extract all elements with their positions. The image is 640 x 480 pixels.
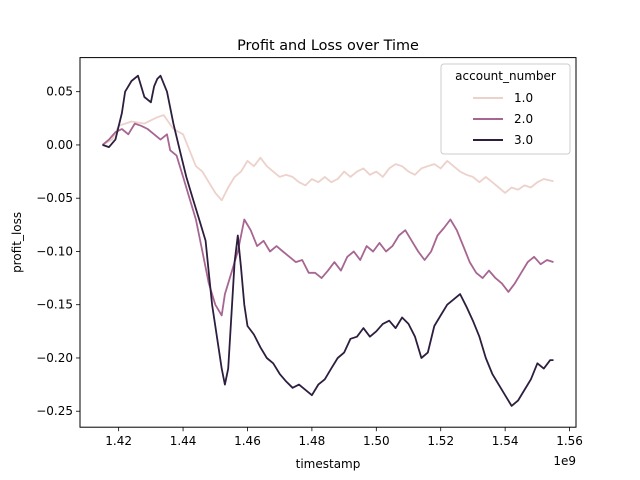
legend-label: 2.0 (514, 112, 533, 126)
x-tick-label: 1.46 (234, 434, 261, 448)
legend-box (440, 63, 571, 155)
series-line-3 (102, 74, 554, 407)
x-tick-label: 1.42 (105, 434, 132, 448)
chart-title: Profit and Loss over Time (237, 38, 419, 54)
x-tick-label: 1.56 (556, 434, 583, 448)
x-tick-label: 1.54 (492, 434, 519, 448)
y-axis-label: profit_loss (10, 212, 24, 273)
series-line-1 (102, 114, 554, 202)
x-tick-label: 1.44 (170, 434, 197, 448)
x-tick-label: 1.48 (299, 434, 326, 448)
x-axis-label: timestamp (296, 457, 361, 471)
axes-frame (79, 57, 577, 428)
x-tick-label: 1.50 (363, 434, 390, 448)
legend: account_number 1.0 2.0 3.0 (440, 63, 571, 155)
y-tick-label: −0.15 (36, 298, 73, 312)
y-tick-label: −0.10 (36, 244, 73, 258)
y-tick-label: −0.05 (36, 191, 73, 205)
y-tick-label: −0.25 (36, 404, 73, 418)
plot-lines (101, 74, 554, 407)
x-axis-offset-label: 1e9 (553, 454, 576, 468)
x-axis-ticks: 1.42 1.44 1.46 1.48 1.50 1.52 1.54 1.56 (105, 427, 583, 448)
legend-label: 3.0 (514, 133, 533, 147)
y-tick-label: −0.20 (36, 351, 73, 365)
y-tick-label: 0.00 (46, 138, 73, 152)
x-tick-label: 1.52 (427, 434, 454, 448)
y-axis-ticks: 0.05 0.00 −0.05 −0.10 −0.15 −0.20 −0.25 (36, 85, 80, 418)
legend-title: account_number (455, 69, 556, 83)
series-line-2 (101, 122, 554, 317)
legend-items: 1.0 2.0 3.0 (473, 91, 533, 147)
legend-label: 1.0 (514, 91, 533, 105)
y-tick-label: 0.05 (46, 85, 73, 99)
